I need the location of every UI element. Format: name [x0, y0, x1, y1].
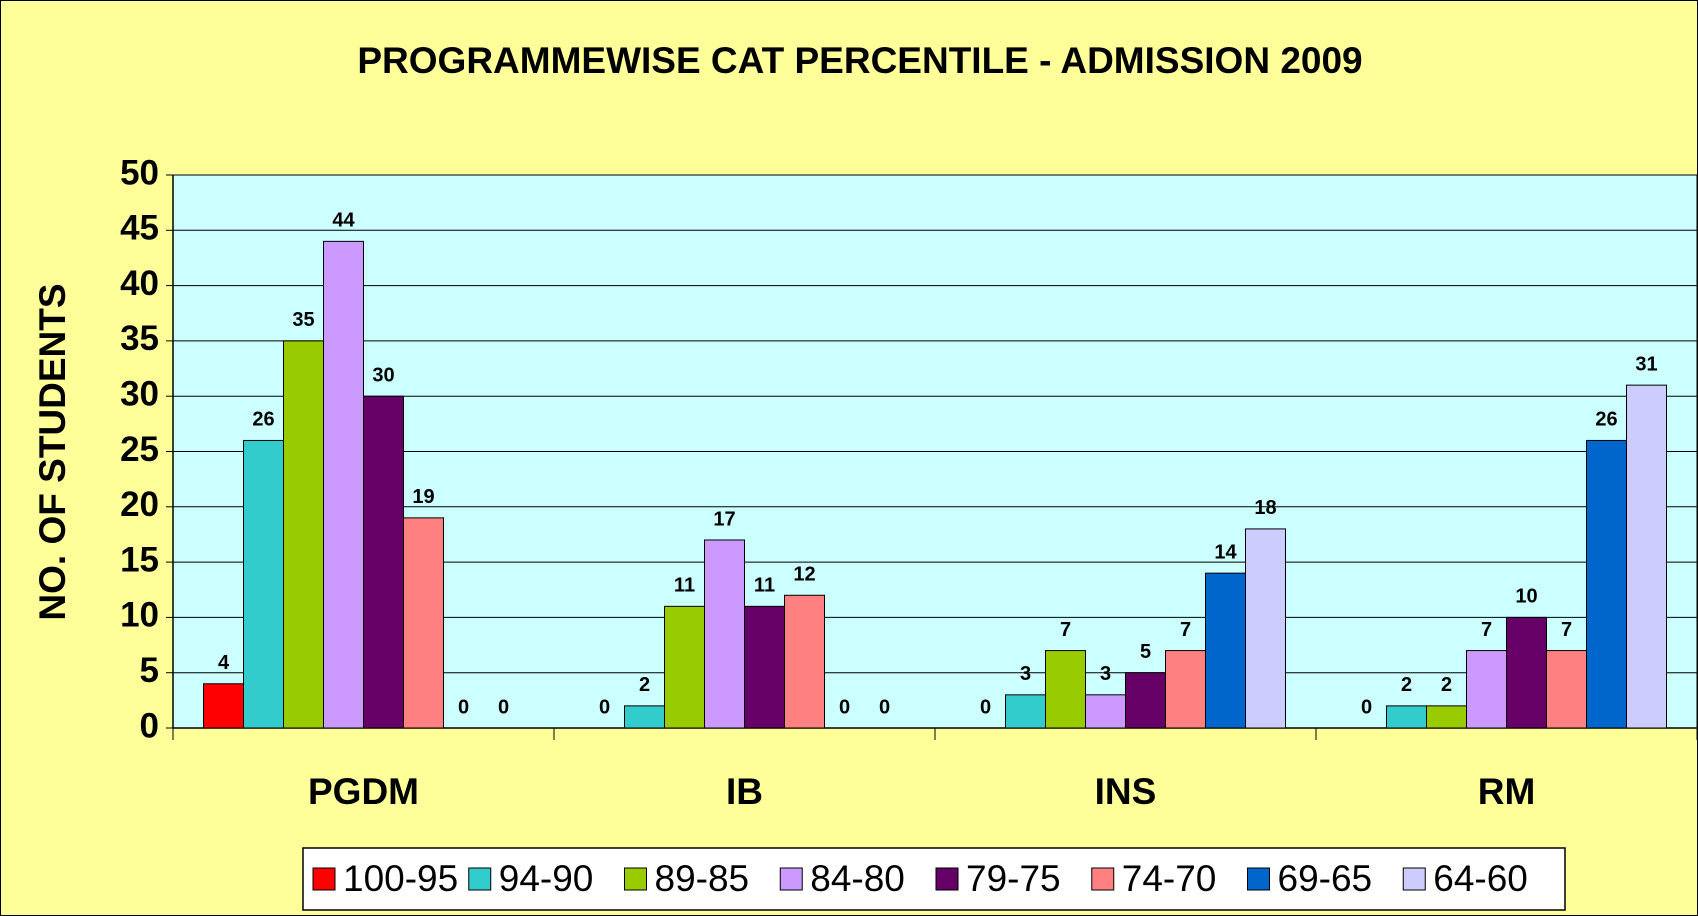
bar: [1426, 705, 1467, 729]
bar: [1125, 672, 1166, 729]
bar: [1586, 439, 1627, 729]
data-label: 11: [754, 575, 775, 597]
bar: [744, 605, 785, 729]
bar: [403, 517, 444, 729]
data-label: 0: [458, 696, 469, 718]
x-tick-label: PGDM: [308, 771, 419, 812]
legend-swatch: [1402, 867, 1426, 891]
bar: [784, 594, 825, 729]
bar: [1165, 650, 1206, 729]
bar: [1386, 705, 1427, 729]
data-label: 2: [1441, 674, 1452, 696]
bar: [1546, 650, 1587, 729]
data-label: 7: [1060, 619, 1071, 641]
y-tick-label: 35: [120, 319, 159, 358]
x-tick-label: INS: [1095, 771, 1157, 812]
legend-label: 69-65: [1278, 858, 1373, 899]
data-label: 18: [1254, 497, 1276, 519]
y-tick-label: 5: [140, 651, 159, 690]
bar: [1626, 384, 1667, 729]
data-label: 2: [1401, 674, 1412, 696]
legend-label: 79-75: [966, 858, 1061, 899]
legend-swatch: [935, 867, 959, 891]
bar: [1005, 694, 1046, 729]
legend-label: 89-85: [655, 858, 750, 899]
legend-label: 64-60: [1433, 858, 1528, 899]
y-tick-label: 20: [120, 485, 159, 524]
y-axis-label: NO. OF STUDENTS: [32, 283, 73, 620]
y-tick-label: 25: [120, 430, 159, 469]
x-tick-label: IB: [726, 771, 763, 812]
bar: [624, 705, 665, 729]
data-label: 0: [839, 696, 850, 718]
legend-swatch: [312, 867, 336, 891]
y-tick-label: 10: [120, 596, 159, 635]
data-label: 0: [498, 696, 509, 718]
data-label: 30: [372, 364, 394, 386]
legend-label: 100-95: [343, 858, 458, 899]
data-label: 14: [1214, 541, 1237, 563]
data-label: 19: [412, 486, 434, 508]
y-tick-label: 40: [120, 264, 159, 303]
data-label: 7: [1180, 619, 1191, 641]
data-label: 31: [1635, 353, 1657, 375]
data-label: 12: [793, 564, 815, 586]
legend-label: 94-90: [499, 858, 594, 899]
chart-title: PROGRAMMEWISE CAT PERCENTILE - ADMISSION…: [357, 40, 1362, 81]
bar: [243, 439, 284, 729]
data-label: 7: [1481, 619, 1492, 641]
data-label: 26: [252, 409, 274, 431]
data-label: 0: [980, 696, 991, 718]
data-label: 26: [1595, 409, 1617, 431]
legend-swatch: [624, 867, 647, 891]
legend-label: 84-80: [810, 858, 905, 899]
data-label: 5: [1140, 641, 1151, 663]
data-label: 2: [639, 674, 650, 696]
data-label: 0: [1361, 696, 1372, 718]
legend-swatch: [1247, 867, 1270, 891]
bar: [323, 240, 364, 729]
bar: [1245, 528, 1286, 729]
data-label: 3: [1100, 663, 1111, 685]
x-tick-label: RM: [1478, 771, 1536, 812]
data-label: 7: [1561, 619, 1572, 641]
bar: [1506, 616, 1547, 729]
data-label: 35: [292, 309, 314, 331]
data-label: 4: [218, 652, 230, 674]
y-tick-label: 50: [120, 153, 159, 192]
data-label: 10: [1515, 586, 1537, 608]
y-tick-label: 15: [120, 540, 159, 579]
bar: [1205, 572, 1246, 729]
bar: [1045, 650, 1086, 729]
legend-swatch: [1091, 867, 1115, 891]
data-label: 3: [1020, 663, 1031, 685]
bar: [1466, 650, 1507, 729]
bar: [283, 340, 324, 729]
legend-label: 74-70: [1122, 858, 1217, 899]
data-label: 0: [599, 696, 610, 718]
legend: [302, 847, 1566, 911]
bar: [363, 395, 404, 729]
bar: [664, 605, 705, 729]
y-tick-label: 45: [120, 209, 159, 248]
legend-swatch: [468, 867, 492, 891]
data-label: 44: [332, 210, 355, 232]
data-label: 0: [879, 696, 890, 718]
bar: [203, 683, 244, 729]
y-tick-label: 30: [120, 374, 159, 413]
data-label: 17: [713, 508, 735, 530]
bar: [1085, 694, 1126, 729]
legend-swatch: [779, 867, 803, 891]
y-tick-label: 0: [140, 706, 159, 745]
data-label: 11: [674, 575, 695, 597]
bar: [704, 539, 745, 729]
